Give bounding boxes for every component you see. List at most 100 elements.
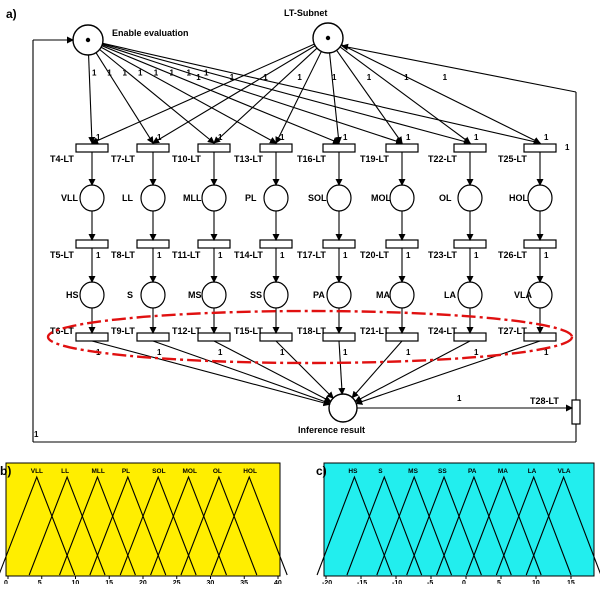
transition-T20-LT [385,239,419,249]
weight-subnet-7: 1 [443,73,448,82]
tick-label-1-5: 5 [497,580,501,584]
weight-t1-2: 1 [218,133,223,142]
mf-SS-label: SS [438,468,447,475]
weight-subnet-0: 1 [196,73,201,82]
label-LA: LA [444,290,456,300]
mf-MS-label: MS [408,468,418,475]
t28-label: T28-LT [530,396,559,406]
transition-T10-LT [197,143,231,153]
weight-enable-2: 1 [123,69,128,78]
label-T26-LT: T26-LT [498,250,527,260]
arc-subnet-6 [339,46,471,144]
transition-T6-LT [75,332,109,342]
petri-net: 1 1 1 1 1 T4-LT VLL T5-LT HS T6-LT 1 1 1 1 1 T7-LT LL T8-… [32,22,581,443]
arc-infer-6 [354,340,471,402]
mf-MOL-label: MOL [183,468,197,475]
place-VLL [79,184,105,212]
tick-label-1-7: 15 [567,580,575,584]
panel-a-label: a) [6,7,17,21]
arc-enable-0 [88,54,96,144]
enable-place-token [85,37,91,43]
label-HOL: HOL [509,193,529,203]
transition-T15-LT [259,332,293,342]
tick-label-0-0: 0 [4,580,8,584]
label-T9-LT: T9-LT [111,326,135,336]
weight-t2-3: 1 [280,251,285,260]
inference-place [328,393,358,423]
transition-T21-LT [385,332,419,342]
lt-subnet-title: LT-Subnet [284,8,327,18]
mf-PA-curve [436,475,512,576]
place-SOL [326,184,352,212]
tick-label-1-0: -20 [322,580,332,584]
arc-subnet-5 [336,49,403,144]
arc-infer-3 [275,340,334,399]
place-HS [79,281,105,309]
label-SS: SS [250,290,262,300]
label-VLA: VLA [514,290,533,300]
arc-infer-4 [338,340,346,396]
chart-0: b) VLL LL MLL PL SOL MOL OL HOL 0 5 10 15 20 25 30 35 40 [0,462,288,587]
place-MA [389,281,415,309]
arc-infer-7 [355,340,541,405]
label-VLL: VLL [61,193,79,203]
weight-feedback-enable: 1 [34,430,39,439]
weight-subnet-1: 1 [230,73,235,82]
weight-t2-4: 1 [343,251,348,260]
label-T25-LT: T25-LT [498,154,527,164]
weight-t2-0: 1 [96,251,101,260]
weight-t1-0: 1 [96,133,101,142]
weight-subnet-2: 1 [263,73,268,82]
label-MA: MA [376,290,390,300]
label-T17-LT: T17-LT [297,250,326,260]
weight-t1-4: 1 [343,133,348,142]
weight-t2-6: 1 [474,251,479,260]
mf-LL-curve [28,475,106,576]
arc-infer-1 [152,340,331,405]
arc-enable-5 [102,44,403,145]
place-LA [457,281,483,309]
label-T19-LT: T19-LT [360,154,389,164]
weight-t1-6: 1 [474,133,479,142]
weight-t1-7: 1 [544,133,549,142]
mf-S-curve [346,475,423,576]
arc-subnet-4 [329,52,342,144]
arc-enable-3 [100,46,277,144]
weight-t3-2: 1 [218,348,223,357]
weight-t1-3: 1 [280,133,285,142]
label-T8-LT: T8-LT [111,250,135,260]
arc-enable-2 [99,49,215,144]
tick-label-1-1: -15 [357,580,367,584]
arc-enable-4 [101,45,340,144]
transition-T26-LT [523,239,557,249]
weight-t1-5: 1 [406,133,411,142]
transition-T18-LT [322,332,356,342]
mf-PL-curve [89,475,167,576]
tick-label-1-6: 10 [532,580,540,584]
weight-enable-1: 1 [107,69,112,78]
tick-label-0-7: 35 [240,580,248,584]
label-T24-LT: T24-LT [428,326,457,336]
subnet-place-token [325,35,331,41]
mf-MA-label: MA [498,468,508,475]
place-SS [263,281,289,309]
mf-LA-label: LA [528,468,537,475]
mf-VLL-label: VLL [31,468,43,475]
label-OL: OL [439,193,452,203]
transition-T24-LT [453,332,487,342]
weight-subnet-4: 1 [332,73,337,82]
label-T5-LT: T5-LT [50,250,74,260]
label-HS: HS [66,290,79,300]
weight-t3-6: 1 [474,348,479,357]
transition-T4-LT [75,143,109,153]
arc-enable-6 [102,43,471,145]
label-T4-LT: T4-LT [50,154,74,164]
weight-subnet-5: 1 [367,73,372,82]
weight-t1-1: 1 [157,133,162,142]
place-MS [201,281,227,309]
weight-enable-7: 1 [204,69,209,78]
transition-T7-LT [136,143,170,153]
mf-LL-label: LL [61,468,69,475]
mf-OL-label: OL [213,468,222,475]
